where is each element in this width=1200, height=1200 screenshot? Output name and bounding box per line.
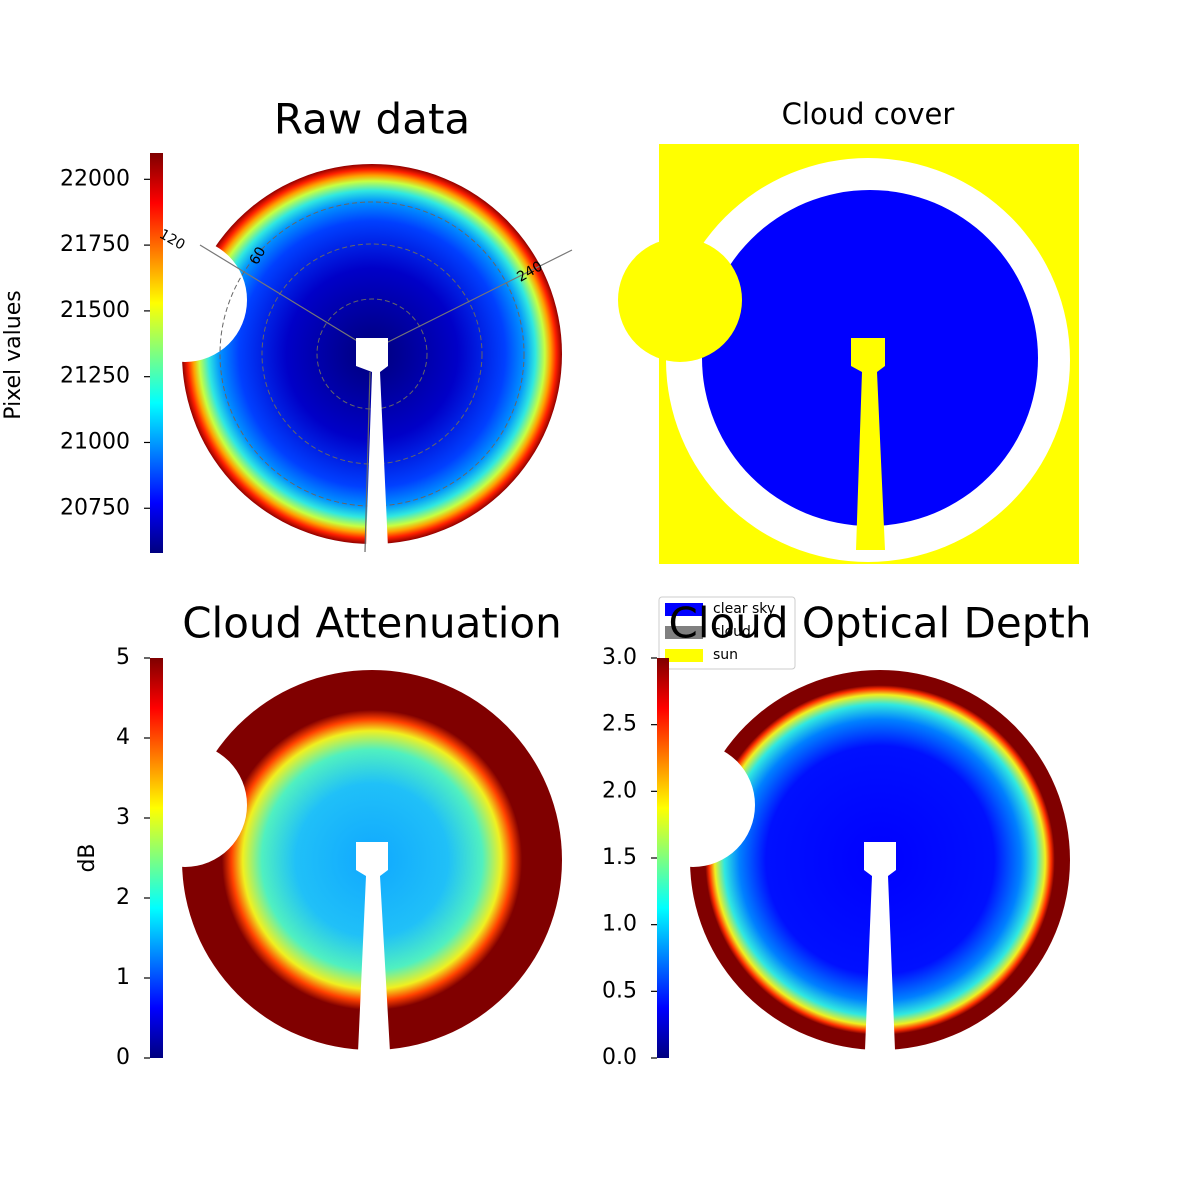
colorbar-tick-label: 3: [116, 805, 130, 830]
legend-label: cloud: [713, 624, 751, 640]
colorbar-tick-label: 5: [116, 645, 130, 670]
panel-title: Cloud Optical Depth: [669, 599, 1092, 648]
colorbar-tick-label: 21750: [60, 232, 130, 257]
colorbar-tick-label: 2: [116, 885, 130, 910]
colorbar-tick-label: 2.0: [602, 778, 637, 803]
panel-title: Cloud cover: [782, 97, 955, 131]
colorbar-tick-label: 20750: [60, 495, 130, 520]
colorbar-tick-label: 1.0: [602, 912, 637, 937]
attenuation-image: [123, 670, 562, 1052]
raw-image: [123, 164, 573, 553]
colorbar-tick-label: 1: [116, 965, 130, 990]
legend-label: sun: [713, 647, 738, 663]
colorbar-label: Pixel values: [1, 290, 26, 419]
colorbar-tick-label: 21500: [60, 298, 130, 323]
legend-label: clear sky: [713, 601, 775, 617]
colorbar-tick-label: 3.0: [602, 645, 637, 670]
colorbar-label: dB: [75, 843, 100, 872]
colorbar-tick-label: 21250: [60, 364, 130, 389]
colorbar-tick-label: 0.0: [602, 1045, 637, 1070]
cloud-cover-image: [618, 144, 1079, 564]
colorbar-tick-label: 4: [116, 725, 130, 750]
colorbar-tick-label: 0.5: [602, 978, 637, 1003]
legend-swatch: [665, 603, 703, 616]
legend-swatch: [665, 626, 703, 639]
polar-annotation: 60: [247, 244, 270, 267]
colorbar: [150, 658, 163, 1058]
colorbar-tick-label: 2.5: [602, 712, 637, 737]
panel-title: Raw data: [274, 95, 470, 144]
colorbar-tick-label: 22000: [60, 166, 130, 191]
panel-title: Cloud Attenuation: [182, 599, 562, 648]
colorbar: [150, 153, 163, 553]
optical-depth-image: [631, 670, 1070, 1050]
colorbar-tick-label: 21000: [60, 429, 130, 454]
colorbar-tick-label: 0: [116, 1045, 130, 1070]
colorbar-tick-label: 1.5: [602, 845, 637, 870]
legend-swatch: [665, 649, 703, 662]
colorbar: [657, 658, 669, 1058]
